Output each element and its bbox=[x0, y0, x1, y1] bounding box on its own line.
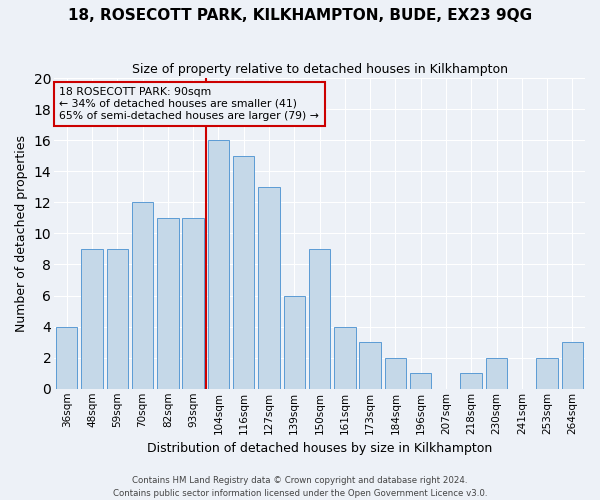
Bar bbox=[460, 373, 482, 389]
Bar bbox=[334, 326, 356, 389]
Bar bbox=[410, 373, 431, 389]
Bar bbox=[107, 249, 128, 389]
Text: 18 ROSECOTT PARK: 90sqm
← 34% of detached houses are smaller (41)
65% of semi-de: 18 ROSECOTT PARK: 90sqm ← 34% of detache… bbox=[59, 88, 319, 120]
Bar bbox=[182, 218, 204, 389]
Bar bbox=[359, 342, 381, 389]
Bar bbox=[233, 156, 254, 389]
Bar bbox=[132, 202, 154, 389]
Bar bbox=[81, 249, 103, 389]
Bar bbox=[562, 342, 583, 389]
Y-axis label: Number of detached properties: Number of detached properties bbox=[15, 135, 28, 332]
X-axis label: Distribution of detached houses by size in Kilkhampton: Distribution of detached houses by size … bbox=[147, 442, 492, 455]
Title: Size of property relative to detached houses in Kilkhampton: Size of property relative to detached ho… bbox=[131, 62, 508, 76]
Bar bbox=[536, 358, 558, 389]
Bar bbox=[157, 218, 179, 389]
Bar bbox=[284, 296, 305, 389]
Text: Contains HM Land Registry data © Crown copyright and database right 2024.
Contai: Contains HM Land Registry data © Crown c… bbox=[113, 476, 487, 498]
Bar bbox=[309, 249, 330, 389]
Bar bbox=[486, 358, 507, 389]
Text: 18, ROSECOTT PARK, KILKHAMPTON, BUDE, EX23 9QG: 18, ROSECOTT PARK, KILKHAMPTON, BUDE, EX… bbox=[68, 8, 532, 22]
Bar bbox=[208, 140, 229, 389]
Bar bbox=[56, 326, 77, 389]
Bar bbox=[385, 358, 406, 389]
Bar bbox=[258, 187, 280, 389]
